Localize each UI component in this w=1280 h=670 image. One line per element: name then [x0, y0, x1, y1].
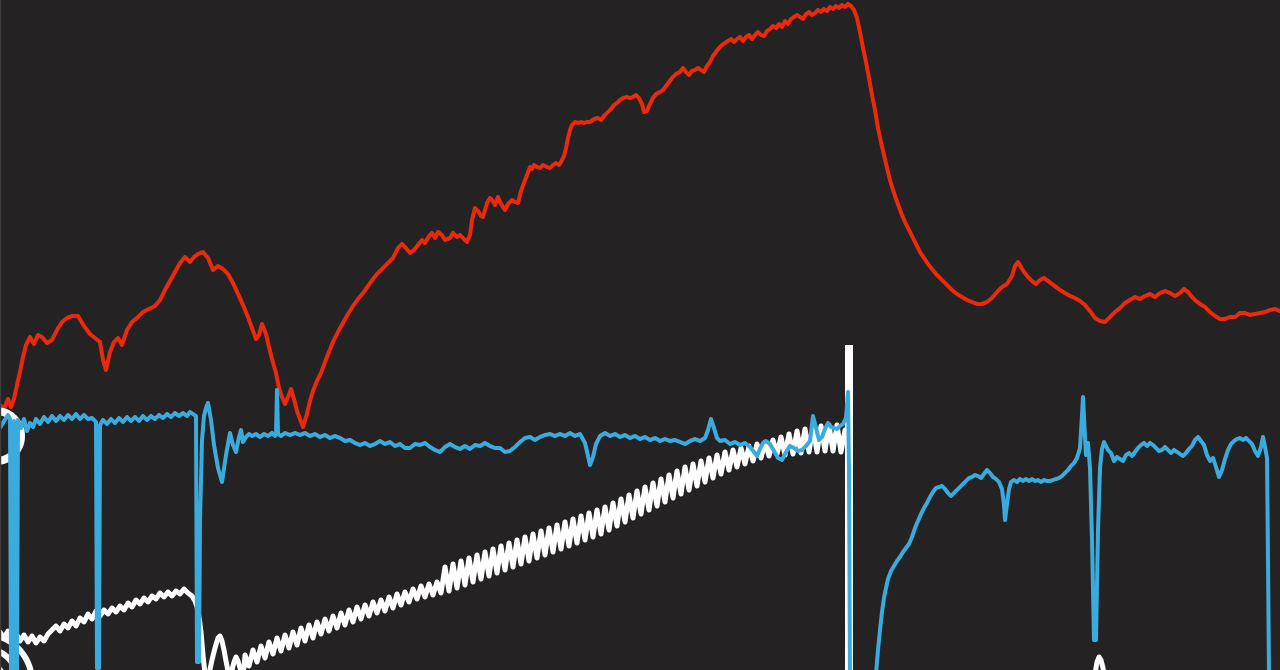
white-series-segment [0, 422, 848, 670]
red-series-line [0, 2, 1280, 429]
ring-watermark-circle [0, 407, 25, 465]
white-series-line [0, 422, 1106, 670]
blue-series-segment [0, 388, 852, 670]
blue-series-line [0, 388, 1271, 670]
red-series-segment [0, 2, 1280, 429]
blue-series-segment [874, 395, 1271, 670]
arc-watermark-stroke [0, 633, 34, 670]
ring-watermark-icon [0, 407, 25, 465]
white-series-segment [1093, 654, 1106, 670]
